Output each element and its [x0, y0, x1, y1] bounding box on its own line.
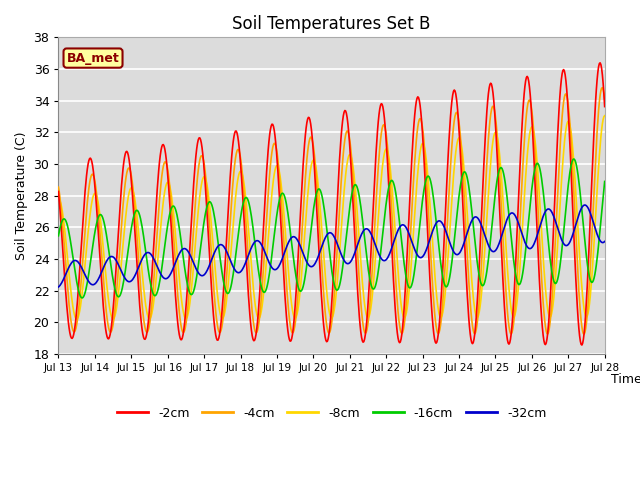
Text: BA_met: BA_met: [67, 51, 120, 65]
Title: Soil Temperatures Set B: Soil Temperatures Set B: [232, 15, 431, 33]
X-axis label: Time: Time: [611, 373, 640, 386]
Y-axis label: Soil Temperature (C): Soil Temperature (C): [15, 132, 28, 260]
Legend: -2cm, -4cm, -8cm, -16cm, -32cm: -2cm, -4cm, -8cm, -16cm, -32cm: [112, 402, 552, 424]
